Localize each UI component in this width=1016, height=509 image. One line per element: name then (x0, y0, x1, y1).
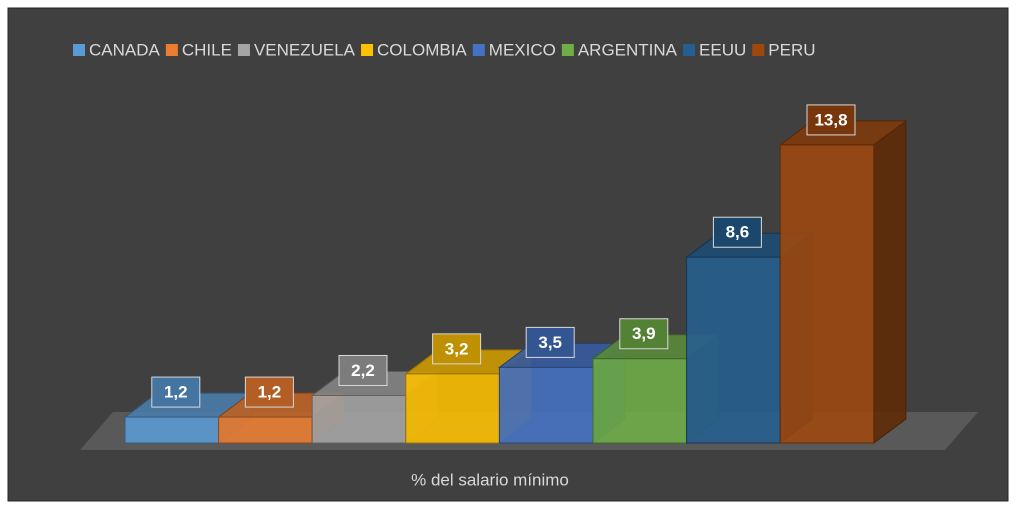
data-label-box (806, 104, 856, 136)
legend-label: EEUU (699, 40, 746, 59)
legend-swatch (561, 44, 574, 56)
legend-swatch (683, 44, 696, 56)
bar (592, 358, 688, 444)
data-label: 3,5 (538, 333, 562, 352)
legend-swatch (472, 44, 485, 56)
bar (218, 416, 313, 444)
legend-label: VENEZUELA (254, 40, 356, 59)
data-label-box (712, 216, 762, 248)
legend-label: ARGENTINA (578, 40, 678, 59)
data-label: 8,6 (726, 223, 750, 242)
legend-swatch (165, 44, 178, 56)
bar (405, 373, 500, 444)
legend-swatch (73, 44, 85, 56)
data-label: 3,9 (632, 324, 656, 343)
legend-label: CHILE (182, 40, 232, 59)
legend-label: CANADA (89, 40, 161, 59)
bar-side (873, 119, 907, 444)
bar (686, 256, 781, 444)
legend-swatch (361, 44, 374, 56)
bar (779, 144, 875, 444)
data-label: 13,8 (814, 110, 847, 129)
legend-label: MEXICO (489, 40, 556, 59)
data-label-box (525, 326, 575, 358)
bar (311, 394, 407, 444)
data-label-box (338, 354, 388, 386)
bar (498, 366, 594, 444)
data-label-box (619, 318, 669, 350)
data-label: 2,2 (351, 361, 375, 380)
data-label-box (432, 333, 482, 365)
data-label: 1,2 (258, 383, 282, 402)
legend-label: PERU (768, 40, 815, 59)
data-label: 3,2 (445, 339, 469, 358)
data-label-box (244, 376, 294, 408)
bar (124, 416, 220, 444)
legend-label: COLOMBIA (377, 40, 467, 59)
legend-swatch (237, 44, 250, 56)
legend-swatch (752, 44, 765, 56)
x-category-label: % del salario mínimo (411, 470, 569, 489)
data-label: 1,2 (164, 383, 188, 402)
data-label-box (151, 376, 201, 408)
